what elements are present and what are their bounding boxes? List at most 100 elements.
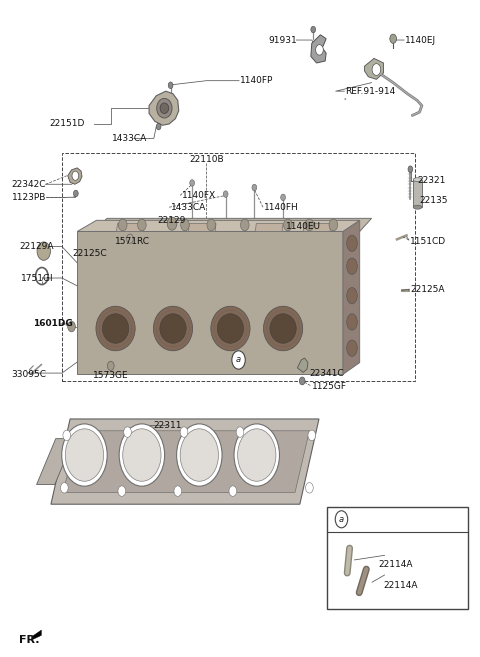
Polygon shape	[36, 439, 74, 484]
Text: 22125C: 22125C	[72, 248, 107, 258]
Circle shape	[68, 321, 75, 332]
Text: a: a	[339, 515, 344, 524]
Text: 1573GE: 1573GE	[93, 371, 128, 380]
Text: REF.91-914: REF.91-914	[345, 87, 396, 96]
Text: a: a	[236, 355, 241, 365]
Circle shape	[240, 219, 249, 231]
Circle shape	[180, 219, 189, 231]
Circle shape	[300, 377, 305, 385]
Circle shape	[37, 242, 50, 260]
Text: 1125GF: 1125GF	[312, 382, 347, 391]
Text: 22321: 22321	[417, 177, 445, 185]
Circle shape	[119, 219, 127, 231]
Ellipse shape	[238, 429, 276, 482]
Bar	[413, 179, 422, 207]
Polygon shape	[311, 35, 326, 63]
Circle shape	[232, 351, 245, 369]
Polygon shape	[298, 358, 308, 373]
Circle shape	[180, 427, 188, 438]
Ellipse shape	[211, 306, 250, 351]
Text: 22342C: 22342C	[12, 180, 46, 189]
Text: 91931: 91931	[269, 35, 298, 45]
Polygon shape	[117, 223, 144, 231]
Polygon shape	[32, 630, 41, 640]
Polygon shape	[255, 223, 283, 231]
Circle shape	[156, 124, 161, 130]
Ellipse shape	[413, 177, 422, 181]
Polygon shape	[94, 218, 372, 231]
Polygon shape	[343, 220, 360, 374]
Polygon shape	[364, 58, 384, 79]
Polygon shape	[51, 419, 319, 504]
Text: 22151D: 22151D	[49, 120, 84, 129]
Circle shape	[306, 483, 313, 493]
Circle shape	[236, 427, 244, 438]
Text: 1433CA: 1433CA	[170, 203, 206, 212]
Circle shape	[60, 483, 68, 493]
Text: 22341C: 22341C	[310, 369, 344, 378]
Text: 1751GI: 1751GI	[21, 273, 53, 283]
Ellipse shape	[62, 424, 107, 486]
Circle shape	[73, 190, 78, 196]
Circle shape	[281, 194, 286, 200]
Text: 22129: 22129	[157, 215, 186, 225]
Text: 22125A: 22125A	[410, 284, 444, 294]
Ellipse shape	[347, 258, 357, 275]
Circle shape	[284, 219, 292, 231]
Text: FR.: FR.	[19, 635, 39, 645]
Text: 1140EJ: 1140EJ	[405, 35, 436, 45]
Ellipse shape	[347, 314, 357, 330]
Circle shape	[252, 184, 257, 191]
Ellipse shape	[160, 103, 168, 114]
Ellipse shape	[154, 306, 192, 351]
Text: 22114A: 22114A	[379, 560, 413, 569]
Text: 1151CD: 1151CD	[410, 237, 446, 246]
Text: 22311: 22311	[153, 421, 181, 430]
Ellipse shape	[180, 429, 218, 482]
Ellipse shape	[270, 314, 296, 343]
Polygon shape	[68, 168, 82, 184]
Text: 1140FH: 1140FH	[264, 203, 299, 212]
Polygon shape	[77, 231, 343, 374]
Ellipse shape	[65, 429, 104, 482]
Ellipse shape	[234, 424, 279, 486]
Ellipse shape	[264, 306, 303, 351]
Ellipse shape	[157, 99, 172, 118]
Circle shape	[408, 166, 413, 173]
Circle shape	[316, 45, 323, 55]
Text: 22135: 22135	[420, 196, 448, 205]
Ellipse shape	[96, 306, 135, 351]
Circle shape	[174, 486, 181, 496]
Ellipse shape	[413, 205, 422, 209]
Circle shape	[207, 219, 216, 231]
Ellipse shape	[119, 424, 165, 486]
Circle shape	[390, 34, 396, 43]
Text: 1140EU: 1140EU	[286, 222, 321, 231]
Circle shape	[72, 171, 79, 180]
Circle shape	[168, 82, 173, 89]
Ellipse shape	[123, 429, 161, 482]
Circle shape	[335, 510, 348, 528]
Circle shape	[124, 427, 132, 438]
Ellipse shape	[347, 340, 357, 356]
Text: 22129A: 22129A	[20, 242, 54, 251]
Polygon shape	[149, 91, 179, 125]
Polygon shape	[188, 223, 216, 231]
Text: 1433CA: 1433CA	[112, 134, 147, 143]
Polygon shape	[63, 431, 310, 492]
Text: 1601DG: 1601DG	[33, 319, 73, 328]
Circle shape	[118, 486, 126, 496]
Ellipse shape	[160, 314, 186, 343]
Bar	[62, 153, 415, 381]
Polygon shape	[77, 220, 360, 231]
Polygon shape	[303, 223, 331, 231]
Circle shape	[305, 219, 314, 231]
Circle shape	[311, 26, 316, 33]
Text: 22110B: 22110B	[189, 155, 224, 164]
Circle shape	[138, 219, 146, 231]
Circle shape	[372, 64, 381, 76]
Circle shape	[308, 430, 316, 441]
Circle shape	[329, 219, 337, 231]
Ellipse shape	[347, 288, 357, 304]
Text: 33095C: 33095C	[11, 370, 46, 379]
